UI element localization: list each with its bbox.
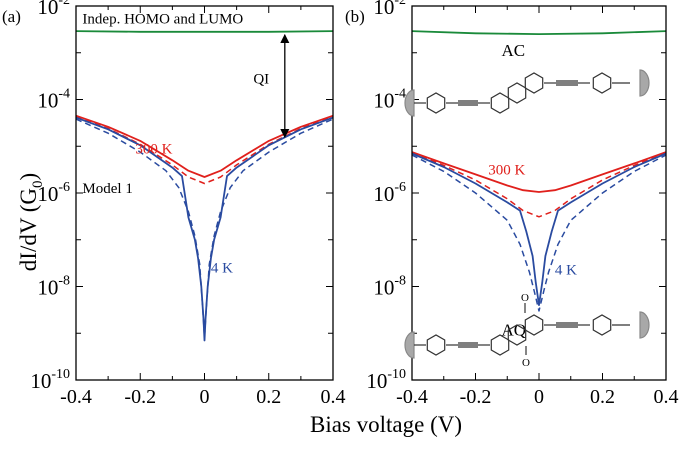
aq-ring-icon [524,314,544,336]
panel-b-x-tick-label: 0.4 [654,386,679,408]
panel-a-x-tick-label: 0.2 [256,386,281,408]
ac-ring-icon [490,92,510,114]
panel-a-series-s300 [76,114,333,178]
aq-left-electrode-icon [404,331,415,359]
panel-a-y-tick-label: 10-8 [37,274,70,300]
panel-b-x-tick-label: 0.2 [590,386,615,408]
panel-b-label-AQ: AQ [502,320,527,339]
panel-a-x-tick-label: 0.4 [321,386,346,408]
x-axis-title: Bias voltage (V) [310,412,462,437]
ac-ring-icon [507,82,527,104]
panel-a-y-tick-label: 10-10 [30,367,70,393]
panel-b-y-tick-label: 10-10 [366,367,406,393]
panel-b-label-300K: 300 K [488,162,525,178]
panel-b-label: (b) [345,7,365,26]
ac-ring-icon [426,92,446,114]
panel-a-series-s300d [76,115,333,185]
panel-b-label-AC: AC [502,41,526,60]
panel-b-x-tick-label: -0.4 [396,386,428,408]
panel-b-annotations: AC 300 K 4 K AQ [488,41,577,339]
panel-a-series-s4 [76,116,333,342]
panel-b-axes: -0.4 -0.2 0 0.2 0.4 10-10 10-8 10-6 10-4 10-2 [366,0,678,408]
panel-b-y-tick-label: 10-8 [373,274,406,300]
panel-b-series-s4 [412,152,666,306]
panel-a-series-s4d [76,118,333,339]
panel-a-x-tick-label: 0 [200,386,210,408]
aq-ring-icon [592,314,612,336]
panel-b-x-tick-label: -0.2 [460,386,492,408]
ac-ring-icon [524,72,544,94]
ac-left-electrode-icon [404,89,415,117]
panel-b-series-s300d [412,151,666,218]
panel-b-series-s300 [412,151,666,193]
ac-right-electrode-icon [639,69,650,97]
panel-b: (b) -0.4 -0.2 0 0.2 0.4 10-10 10-8 10-6 10-4 10-2… [345,0,679,408]
panel-a-x-tick-label: -0.2 [124,386,156,408]
panel-a-label-300K: 300 K [135,141,172,157]
panel-a-y-tick-label: 10-6 [37,180,70,206]
panel-a-label-4K: 4 K [211,260,233,276]
panel-b-y-tick-label: 10-6 [373,180,406,206]
aq-oxygen-atom: O [522,357,530,369]
panel-a-axes: -0.4 -0.2 0 0.2 0.4 10-10 10-8 10-6 10-4 10-2 [30,0,345,408]
aq-ring-icon [426,334,446,356]
panel-a-annotations: Indep. HOMO and LUMO QI 300 K Model 1 4 K [82,12,290,276]
y-axis-title-close: ) [16,173,41,181]
panel-a-series-indep [76,30,333,33]
panel-b-frame [411,5,667,381]
panel-b-y-tick-label: 10-2 [373,0,406,19]
panel-b-series-s4d [412,154,666,312]
aq-right-electrode-icon [639,311,650,339]
panel-a-indep-label: Indep. HOMO and LUMO [82,12,243,28]
panel-a: (a) -0.4 -0.2 0 0.2 0.4 10-10 10-8 10-6 10-4 10-2… [2,0,346,408]
panel-a-y-tick-label: 10-4 [37,87,70,113]
panel-a-y-tick-label: 10-2 [37,0,70,19]
molecule-sketches: OO [404,69,650,369]
panel-b-x-tick-label: 0 [534,386,544,408]
panel-a-qi-label: QI [253,71,269,87]
y-axis-title-main: dI/dV (G [16,188,41,271]
aq-ring-icon [490,334,510,356]
panel-b-y-tick-label: 10-4 [373,87,406,113]
panel-a-plot-lines [76,30,333,342]
aq-oxygen-atom: O [521,292,529,304]
y-axis-title-subscript: 0 [30,180,46,188]
panel-a-x-tick-label: -0.4 [60,386,92,408]
panel-b-plot-lines [412,30,666,312]
panel-a-label: (a) [2,7,21,26]
ac-ring-icon [592,72,612,94]
y-axis-title: dI/dV (G0) [16,173,46,271]
panel-b-label-4K: 4 K [555,263,577,279]
panel-a-label-model1: Model 1 [82,181,132,197]
panel-b-series-indep [412,30,666,35]
